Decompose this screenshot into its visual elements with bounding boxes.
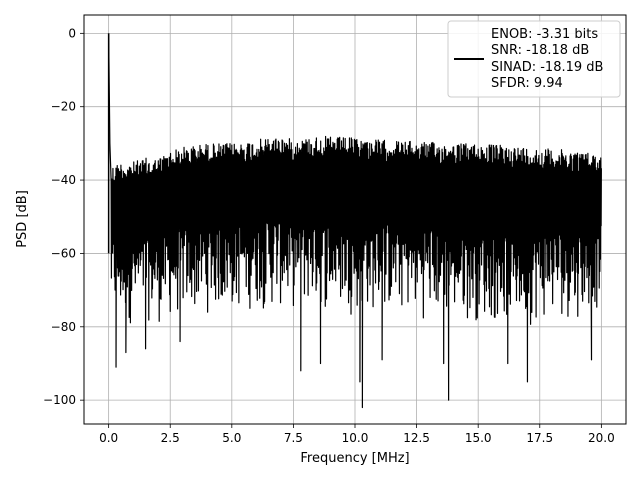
axis-ticks: 0.0 2.5 5.0 7.5 10.0 12.5 15.0 17.5 20.0 0 −20 −40 −… <box>43 26 615 445</box>
legend-line-sinad: SINAD: -18.19 dB <box>491 60 603 75</box>
x-tick-label: 17.5 <box>526 431 553 445</box>
legend-line-enob: ENOB: -3.31 bits <box>491 27 598 42</box>
y-tick-label: −40 <box>51 173 76 187</box>
legend-line-snr: SNR: -18.18 dB <box>491 43 589 58</box>
legend: ENOB: -3.31 bits SNR: -18.18 dB SINAD: -… <box>447 20 621 98</box>
x-tick-label: 12.5 <box>403 431 430 445</box>
x-tick-label: 0.0 <box>99 431 118 445</box>
y-tick-label: −80 <box>51 320 76 334</box>
x-axis-label: Frequency [MHz] <box>300 451 409 466</box>
axes-frame <box>83 14 627 425</box>
y-tick-label: −100 <box>43 393 76 407</box>
x-tick-label: 2.5 <box>161 431 180 445</box>
x-tick-label: 20.0 <box>588 431 615 445</box>
legend-box <box>447 20 621 98</box>
y-tick-label: −60 <box>51 246 76 260</box>
y-tick-label: −20 <box>51 100 76 114</box>
x-tick-label: 15.0 <box>465 431 492 445</box>
psd-series <box>107 33 602 409</box>
x-tick-label: 10.0 <box>342 431 369 445</box>
legend-line-sfdr: SFDR: 9.94 <box>491 76 563 91</box>
x-tick-label: 5.0 <box>222 431 241 445</box>
y-axis-label: PSD [dB] <box>15 190 30 248</box>
psd-line <box>108 33 602 409</box>
x-tick-label: 7.5 <box>284 431 303 445</box>
y-tick-label: 0 <box>68 26 76 40</box>
